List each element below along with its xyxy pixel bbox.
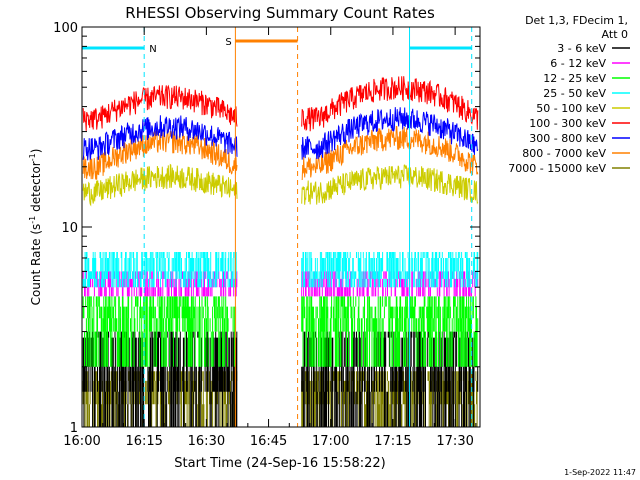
x-tick-label: 16:45 — [250, 434, 287, 449]
legend-entry-label: 25 - 50 keV — [543, 87, 606, 100]
series-trace-12-25kev-seg2 — [301, 296, 479, 367]
y-tick-label: 10 — [61, 221, 78, 236]
legend-entry-label: 7000 - 15000 keV — [508, 162, 606, 175]
legend: Det 1,3, FDecim 1, Att 0 3 - 6 keV 6 - 12… — [508, 14, 630, 175]
y-tick-label: 100 — [53, 21, 78, 36]
y-axis-label: Count Rate (s-1 detector-1) — [28, 149, 43, 306]
y-axis-label-exp1: -1 — [28, 216, 37, 224]
series-trace-800-7000kev-seg1 — [82, 129, 238, 180]
series-trace-800-7000kev-seg2 — [301, 125, 479, 181]
legend-header-line1: Det 1,3, FDecim 1, — [525, 14, 628, 27]
y-axis-label-mid: detector — [29, 161, 43, 216]
legend-entry-label: 12 - 25 keV — [543, 72, 606, 85]
legend-entry-label: 100 - 300 keV — [529, 117, 606, 130]
series-trace-300-800kev-seg2 — [301, 107, 479, 160]
chart-title: RHESSI Observing Summary Count Rates — [125, 4, 435, 22]
x-tick-label: 17:00 — [312, 434, 349, 449]
legend-entry-label: 800 - 7000 keV — [522, 147, 606, 160]
annotation-label-S: S — [225, 37, 231, 48]
legend-entry-label: 300 - 800 keV — [529, 132, 606, 145]
legend-entry-label: 6 - 12 keV — [550, 57, 606, 70]
series-trace-25-50kev-seg2 — [301, 252, 479, 288]
series-trace-300-800kev-seg1 — [82, 115, 238, 161]
x-tick-label: 16:00 — [63, 434, 100, 449]
series-trace-100-300kev-seg2 — [301, 76, 479, 132]
plot-area: N S 16:00 16:15 16:30 16:45 17:00 17:15 17:30 1 10… — [53, 21, 481, 449]
series-trace-100-300kev-seg1 — [82, 84, 238, 131]
y-axis-label-end: ) — [29, 149, 43, 154]
y-axis-label-exp2: -1 — [28, 153, 37, 161]
x-axis-label: Start Time (24-Sep-16 15:58:22) — [174, 456, 385, 471]
x-tick-label: 16:15 — [125, 434, 162, 449]
series-trace-12-25kev-seg1 — [82, 296, 237, 367]
y-tick-label: 1 — [70, 421, 78, 436]
series-trace-50-100kev-seg2 — [301, 164, 479, 205]
legend-entry-label: 50 - 100 keV — [536, 102, 606, 115]
x-tick-label: 17:15 — [374, 434, 411, 449]
y-axis-label-main: Count Rate (s — [29, 224, 43, 306]
legend-entry-label: 3 - 6 keV — [557, 42, 606, 55]
annotation-label-N: N — [149, 44, 156, 55]
legend-header-line2: Att 0 — [602, 28, 628, 41]
x-tick-label: 16:30 — [188, 434, 225, 449]
footer-date: 1-Sep-2022 11:47 — [564, 468, 636, 477]
series-trace-50-100kev-seg1 — [82, 163, 238, 207]
x-tick-label: 17:30 — [436, 434, 473, 449]
